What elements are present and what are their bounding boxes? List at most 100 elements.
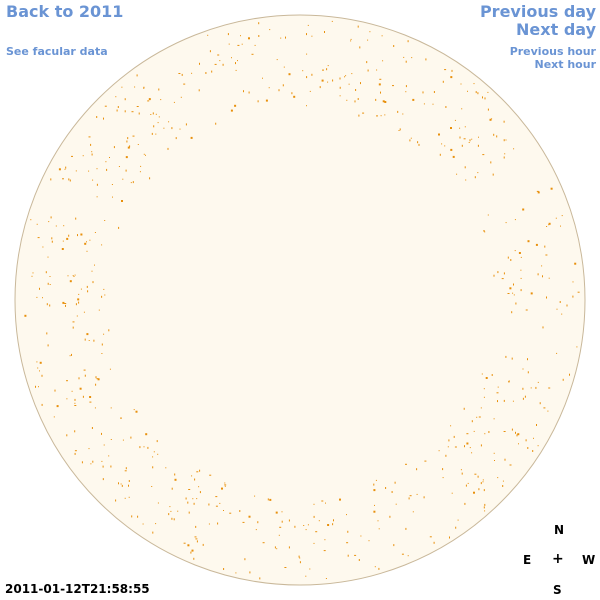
facula-speck <box>537 273 539 276</box>
facula-speck <box>66 380 68 382</box>
facula-speck <box>36 296 38 298</box>
facula-speck <box>239 510 241 512</box>
facula-speck <box>194 478 196 481</box>
facula-speck <box>484 433 486 435</box>
facula-speck <box>345 75 347 77</box>
facula-speck <box>74 430 76 433</box>
facula-speck <box>303 525 305 526</box>
facula-speck <box>94 264 95 266</box>
facula-speck <box>548 277 550 279</box>
facula-speck <box>153 451 155 453</box>
facula-speck <box>384 101 387 103</box>
facula-speck <box>492 173 494 176</box>
facula-speck <box>157 453 159 455</box>
facula-speck <box>326 68 328 71</box>
facula-speck <box>522 387 524 390</box>
facula-speck <box>103 288 105 290</box>
facula-speck <box>87 290 89 293</box>
facula-speck <box>62 301 65 304</box>
facula-speck <box>332 79 334 82</box>
facula-speck <box>464 502 466 505</box>
facula-speck <box>354 554 357 556</box>
facula-speck <box>223 568 225 570</box>
facula-speck <box>117 106 119 108</box>
facula-speck <box>37 237 40 239</box>
facula-speck <box>191 549 194 552</box>
facula-speck <box>183 83 186 85</box>
facula-speck <box>376 115 378 117</box>
facula-speck <box>185 123 187 126</box>
facula-speck <box>180 96 182 98</box>
facula-speck <box>508 381 509 383</box>
facula-speck <box>147 100 150 102</box>
back-to-year-link[interactable]: Back to 2011 <box>6 2 124 21</box>
facula-speck <box>536 424 537 426</box>
facula-speck <box>209 474 212 476</box>
facula-speck <box>267 498 269 501</box>
facula-speck <box>78 377 80 380</box>
facula-speck <box>566 304 568 307</box>
facula-speck <box>382 100 385 103</box>
facula-speck <box>405 527 407 530</box>
facula-speck <box>255 529 257 531</box>
facula-speck <box>451 492 453 494</box>
facula-speck <box>577 291 580 293</box>
facula-speck <box>224 482 226 484</box>
facula-speck <box>120 483 122 485</box>
facula-speck <box>281 520 283 523</box>
facula-speck <box>525 439 527 442</box>
facula-speck <box>248 91 250 94</box>
facula-speck <box>71 353 72 356</box>
facula-speck <box>67 275 69 277</box>
facula-speck <box>175 137 177 140</box>
facula-speck <box>460 469 462 471</box>
facula-speck <box>393 544 395 547</box>
facula-speck <box>288 73 291 76</box>
facula-speck <box>539 402 541 405</box>
see-facular-data-link[interactable]: See facular data <box>6 45 108 58</box>
facula-speck <box>92 281 94 284</box>
facula-speck <box>305 529 307 531</box>
facula-speck <box>120 417 122 419</box>
facula-speck <box>108 455 110 457</box>
previous-day-link[interactable]: Previous day <box>479 2 596 21</box>
facula-speck <box>535 243 538 246</box>
facula-speck <box>143 86 145 89</box>
facula-speck <box>142 523 144 525</box>
facula-speck <box>350 40 352 42</box>
facula-speck <box>49 284 51 285</box>
facula-speck <box>546 226 548 227</box>
next-day-link[interactable]: Next day <box>516 20 596 39</box>
facula-speck <box>509 287 512 290</box>
facula-speck <box>91 153 93 156</box>
facula-speck <box>211 70 213 73</box>
facula-speck <box>136 74 138 77</box>
next-hour-link[interactable]: Next hour <box>534 58 597 71</box>
faculae-layer <box>24 20 580 580</box>
facula-speck <box>167 147 169 150</box>
facula-speck <box>429 536 432 538</box>
facula-speck <box>507 256 509 259</box>
facula-speck <box>150 114 152 115</box>
facula-speck <box>378 528 380 530</box>
facula-speck <box>405 91 407 93</box>
facula-speck <box>198 486 200 488</box>
facula-speck <box>127 137 129 140</box>
facula-speck <box>322 69 324 71</box>
facula-speck <box>547 410 549 412</box>
facula-speck <box>188 489 191 490</box>
facula-speck <box>130 182 132 184</box>
facula-speck <box>307 524 309 526</box>
facula-speck <box>65 166 67 169</box>
facula-speck <box>88 340 90 341</box>
facula-speck <box>125 156 128 159</box>
facula-speck <box>31 275 33 277</box>
facula-speck <box>569 373 570 376</box>
facula-speck <box>360 535 362 537</box>
previous-hour-link[interactable]: Previous hour <box>509 45 596 58</box>
facula-speck <box>215 505 218 507</box>
facula-speck <box>484 510 486 512</box>
facula-speck <box>530 292 533 295</box>
facula-speck <box>520 277 522 279</box>
